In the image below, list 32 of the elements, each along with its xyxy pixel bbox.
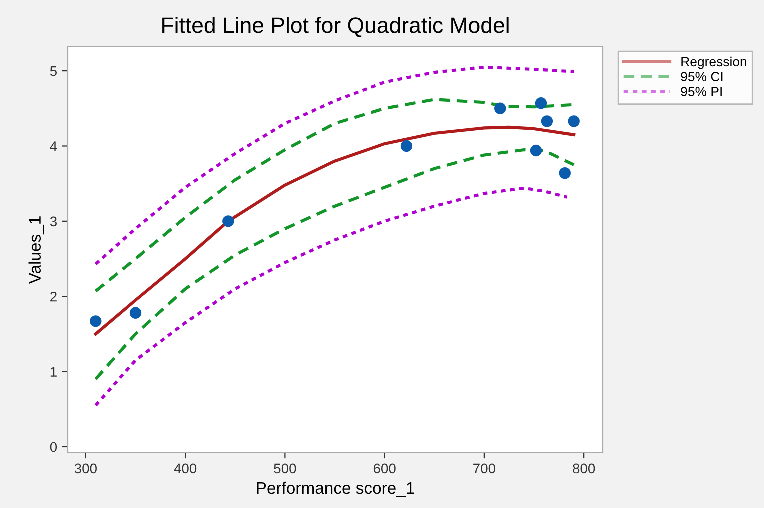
line-series xyxy=(94,148,576,381)
line-series xyxy=(94,186,569,408)
point xyxy=(130,307,142,319)
y-tick-label: 2 xyxy=(50,292,57,302)
chart-title: Fitted Line Plot for Quadratic Model xyxy=(162,17,509,38)
y-axis-title: Values_1 xyxy=(28,216,44,284)
x-tick-label: 400 xyxy=(174,464,197,474)
point xyxy=(494,102,506,114)
point xyxy=(222,216,234,228)
y-tick-label: 0 xyxy=(50,442,58,452)
x-tick-label: 600 xyxy=(374,464,396,474)
point xyxy=(535,98,548,110)
point xyxy=(541,116,554,128)
point xyxy=(90,316,102,328)
line-series xyxy=(94,66,576,266)
x-tick-label: 300 xyxy=(74,464,97,474)
line-series xyxy=(94,126,576,336)
x-tick-label: 500 xyxy=(274,464,296,474)
y-tick-label: 5 xyxy=(50,66,57,76)
y-tick-label: 1 xyxy=(50,367,57,377)
point xyxy=(400,140,413,152)
point xyxy=(559,167,571,180)
legend-label: 95% CI xyxy=(681,72,723,82)
legend-label: Regression xyxy=(682,56,746,70)
legend-label: 95% PI xyxy=(681,87,722,96)
x-axis-title: Performance score_1 xyxy=(257,482,414,498)
point xyxy=(530,144,542,157)
x-tick-label: 800 xyxy=(573,464,596,474)
x-tick-label: 700 xyxy=(474,464,496,474)
y-tick-label: 4 xyxy=(50,142,58,152)
point xyxy=(568,116,580,128)
y-tick-label: 3 xyxy=(50,216,57,227)
